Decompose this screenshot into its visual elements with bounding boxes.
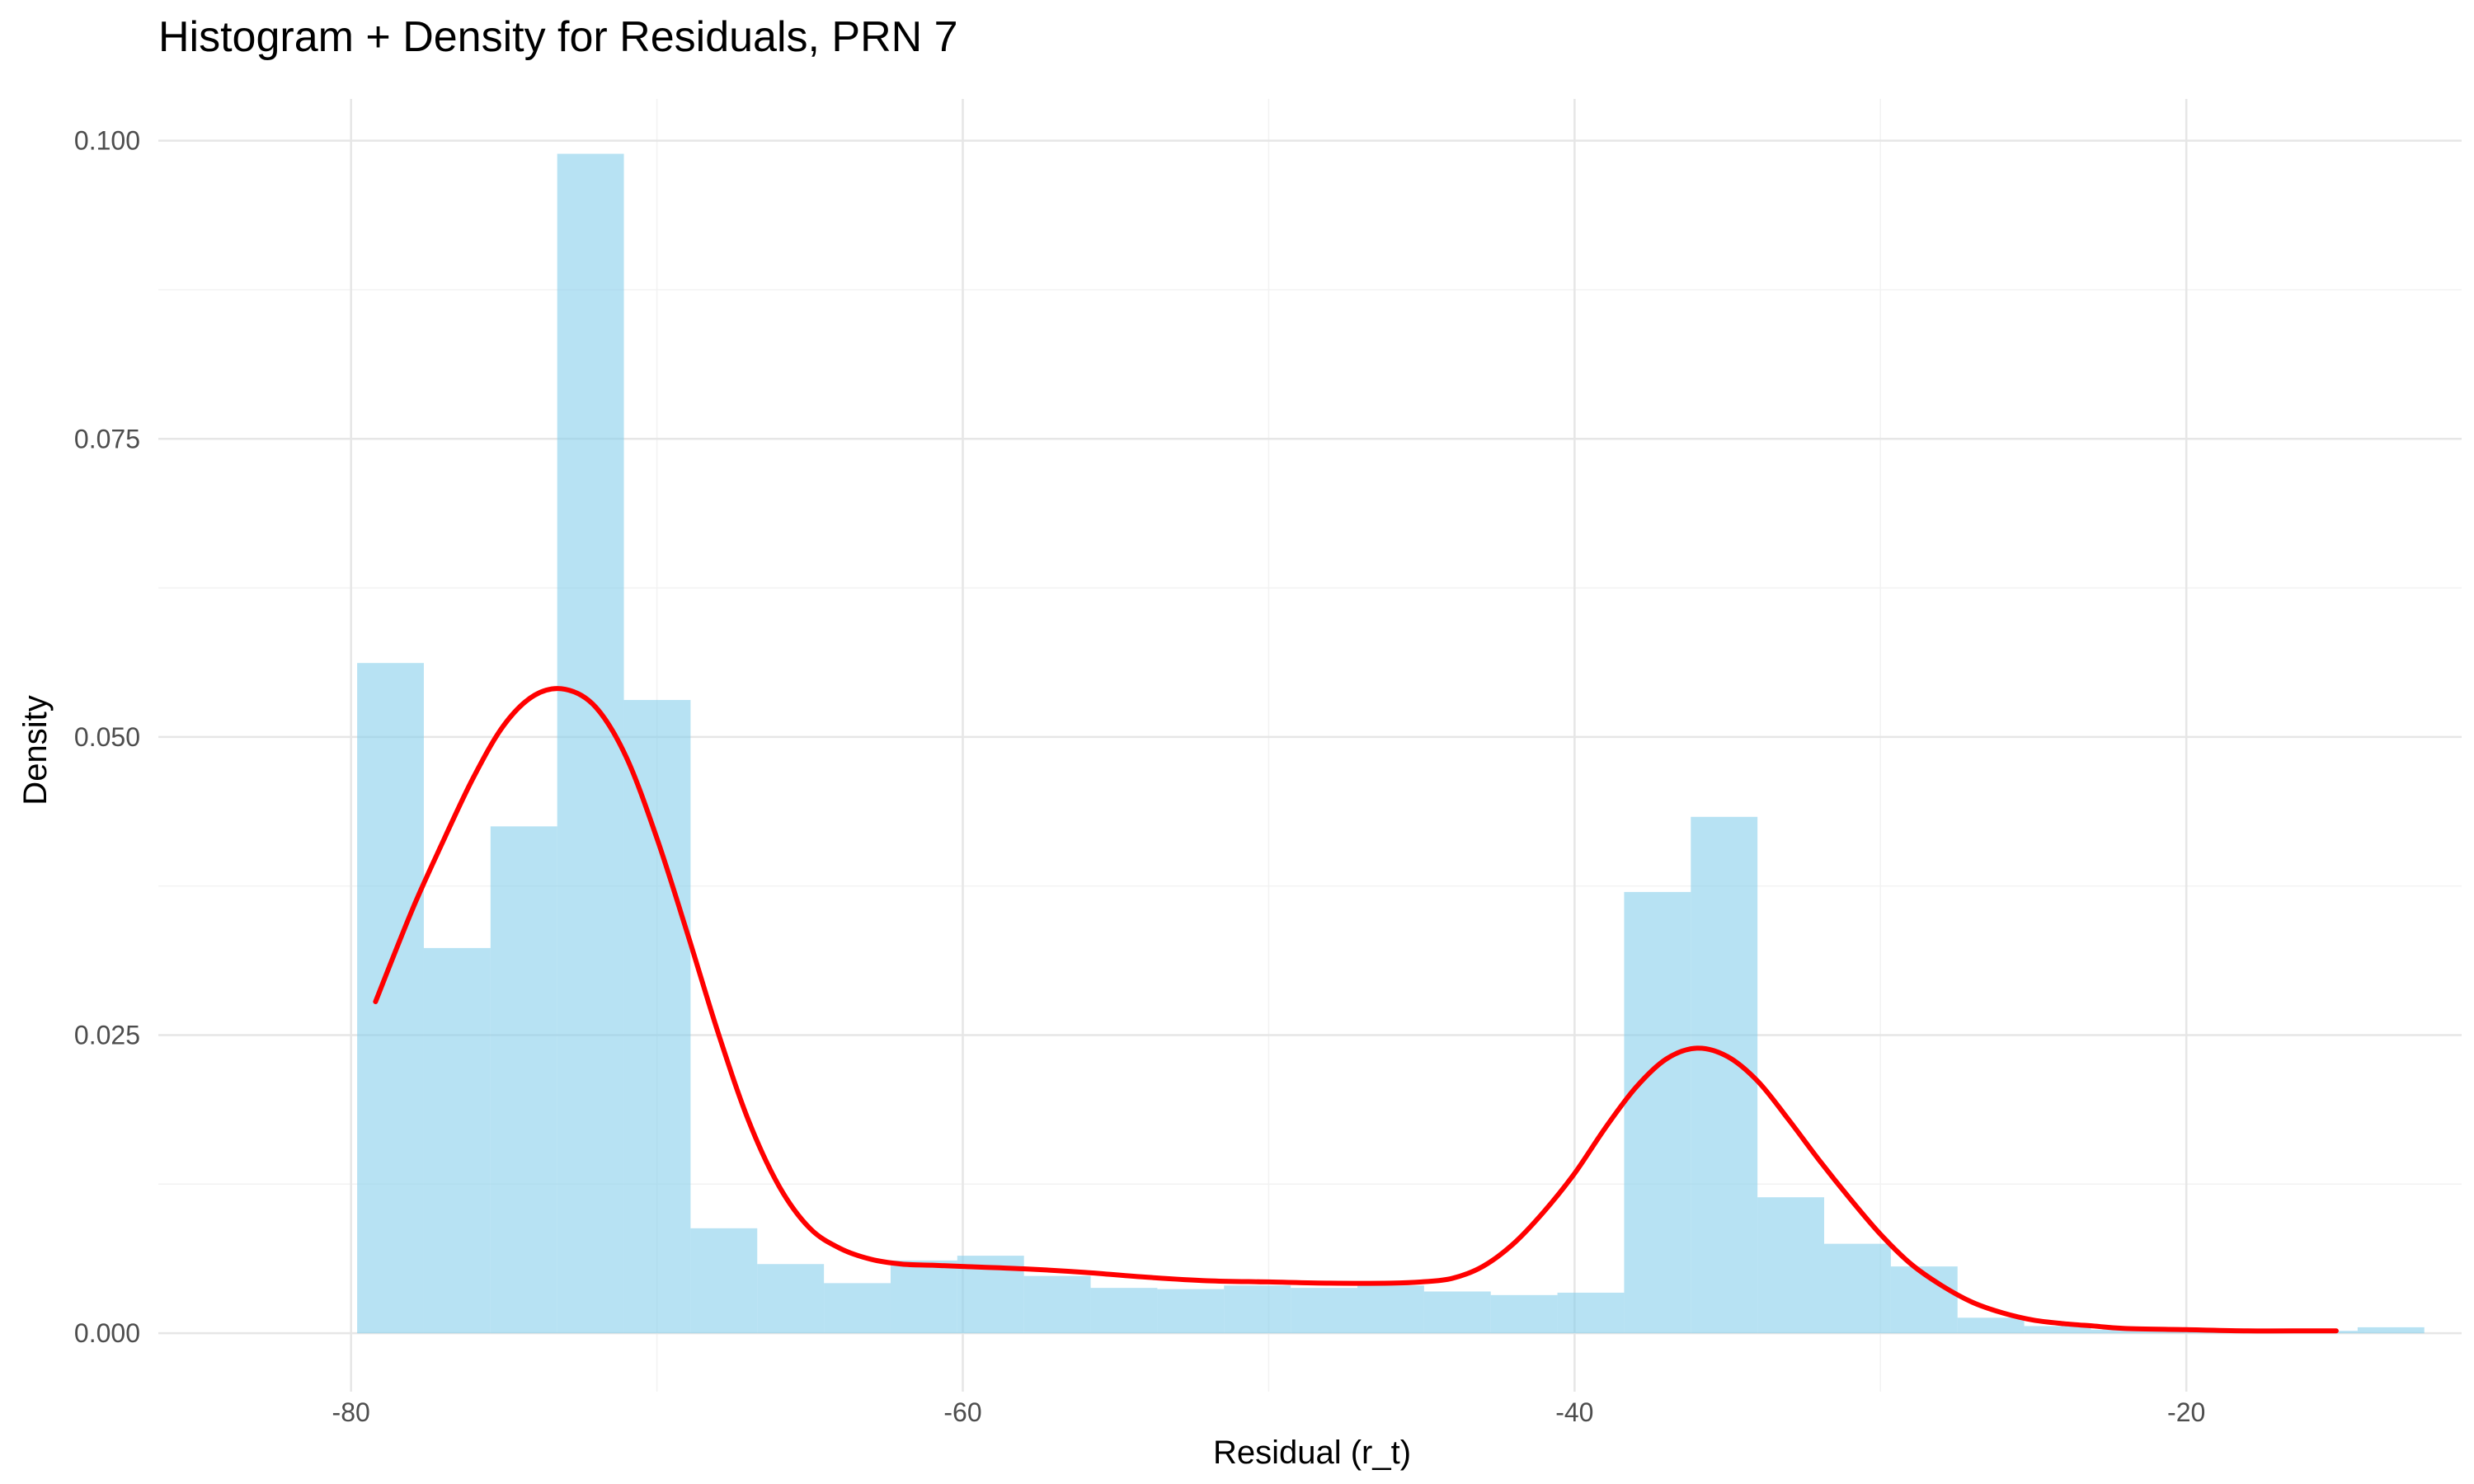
- histogram-bar: [623, 700, 691, 1334]
- histogram-bar: [557, 153, 624, 1334]
- x-axis-ticks: -80 -60 -40 -20: [332, 1397, 2206, 1427]
- histogram-bar: [1291, 1288, 1357, 1334]
- y-tick-label: 0.050: [74, 722, 140, 752]
- histogram-bar: [2024, 1326, 2091, 1334]
- histogram-bar: [1824, 1243, 1891, 1334]
- density-curve: [373, 686, 2339, 1334]
- histogram-bar: [1757, 1197, 1825, 1334]
- histogram-bar: [1157, 1289, 1225, 1334]
- y-axis-title: Density: [17, 695, 54, 805]
- x-tick-label: -40: [1555, 1397, 1593, 1427]
- density-curve-layer: [373, 686, 2339, 1334]
- histogram-bar: [1624, 891, 1691, 1334]
- histogram-bar: [757, 1264, 825, 1334]
- histogram-bar: [890, 1260, 957, 1334]
- x-tick-label: -80: [332, 1397, 370, 1427]
- histogram-bar: [490, 826, 557, 1334]
- y-tick-label: 0.075: [74, 424, 140, 453]
- histogram-bar: [1023, 1275, 1091, 1334]
- histogram-bar: [1490, 1294, 1558, 1334]
- y-tick-label: 0.000: [74, 1318, 140, 1348]
- histogram-bar: [2091, 1329, 2158, 1334]
- histogram-bar: [357, 663, 424, 1334]
- y-tick-label: 0.100: [74, 126, 140, 156]
- x-tick-label: -20: [2167, 1397, 2205, 1427]
- y-axis-ticks: 0.000 0.025 0.050 0.075 0.100: [74, 126, 140, 1348]
- histogram-bar: [824, 1283, 891, 1334]
- histogram-bar: [1224, 1285, 1291, 1334]
- histogram-bar: [1691, 816, 1758, 1334]
- histogram-bar: [423, 947, 491, 1334]
- x-tick-label: -60: [943, 1397, 981, 1427]
- histogram-bar: [1423, 1291, 1491, 1334]
- histogram-bar: [1557, 1292, 1625, 1334]
- histogram-bar: [2357, 1327, 2425, 1334]
- chart-title: Histogram + Density for Residuals, PRN 7: [158, 13, 958, 61]
- histogram-bars: [357, 153, 2425, 1334]
- histogram-bar: [1957, 1317, 2025, 1334]
- x-axis-title: Residual (r_t): [1213, 1435, 1411, 1471]
- histogram-bar: [690, 1228, 758, 1334]
- histogram-bar: [1090, 1288, 1158, 1334]
- histogram-bar: [1357, 1285, 1424, 1334]
- histogram-bar: [1890, 1266, 1958, 1334]
- y-tick-label: 0.025: [74, 1020, 140, 1050]
